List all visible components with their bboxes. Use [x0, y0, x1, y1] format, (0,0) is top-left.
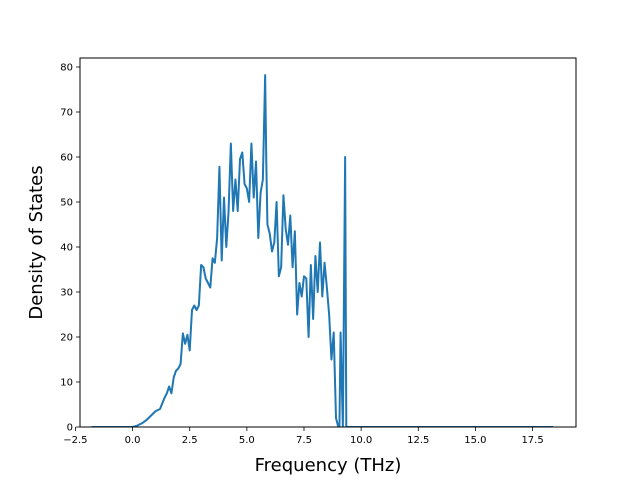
- x-tick-label: 12.5: [407, 435, 429, 446]
- x-axis-ticks: −2.5 0.0 2.5 5.0 7.5 10.0 12.5 15.0 17.5: [63, 427, 544, 446]
- x-tick-label: 0.0: [125, 435, 141, 446]
- x-tick-label: 5.0: [239, 435, 255, 446]
- y-tick-label: 0: [67, 423, 73, 434]
- x-axis-label: Frequency (THz): [255, 455, 402, 476]
- y-axis-label: Density of States: [26, 165, 47, 319]
- axes-frame: [79, 57, 577, 428]
- x-tick-label: 15.0: [464, 435, 486, 446]
- y-tick-label: 40: [60, 243, 73, 254]
- y-tick-label: 70: [60, 108, 73, 119]
- plot-area: [91, 74, 554, 427]
- y-axis-ticks: 0 10 20 30 40 50 60 70 80: [60, 63, 80, 434]
- y-tick-label: 30: [60, 288, 73, 299]
- x-tick-label: −2.5: [63, 435, 87, 446]
- x-tick-label: 17.5: [521, 435, 543, 446]
- y-tick-label: 20: [60, 333, 73, 344]
- x-tick-label: 2.5: [182, 435, 198, 446]
- dos-series-line: [91, 74, 554, 427]
- y-tick-label: 60: [60, 153, 73, 164]
- y-tick-label: 10: [60, 378, 73, 389]
- y-tick-label: 80: [60, 63, 73, 74]
- x-tick-label: 7.5: [296, 435, 312, 446]
- x-tick-label: 10.0: [350, 435, 372, 446]
- y-tick-label: 50: [60, 198, 73, 209]
